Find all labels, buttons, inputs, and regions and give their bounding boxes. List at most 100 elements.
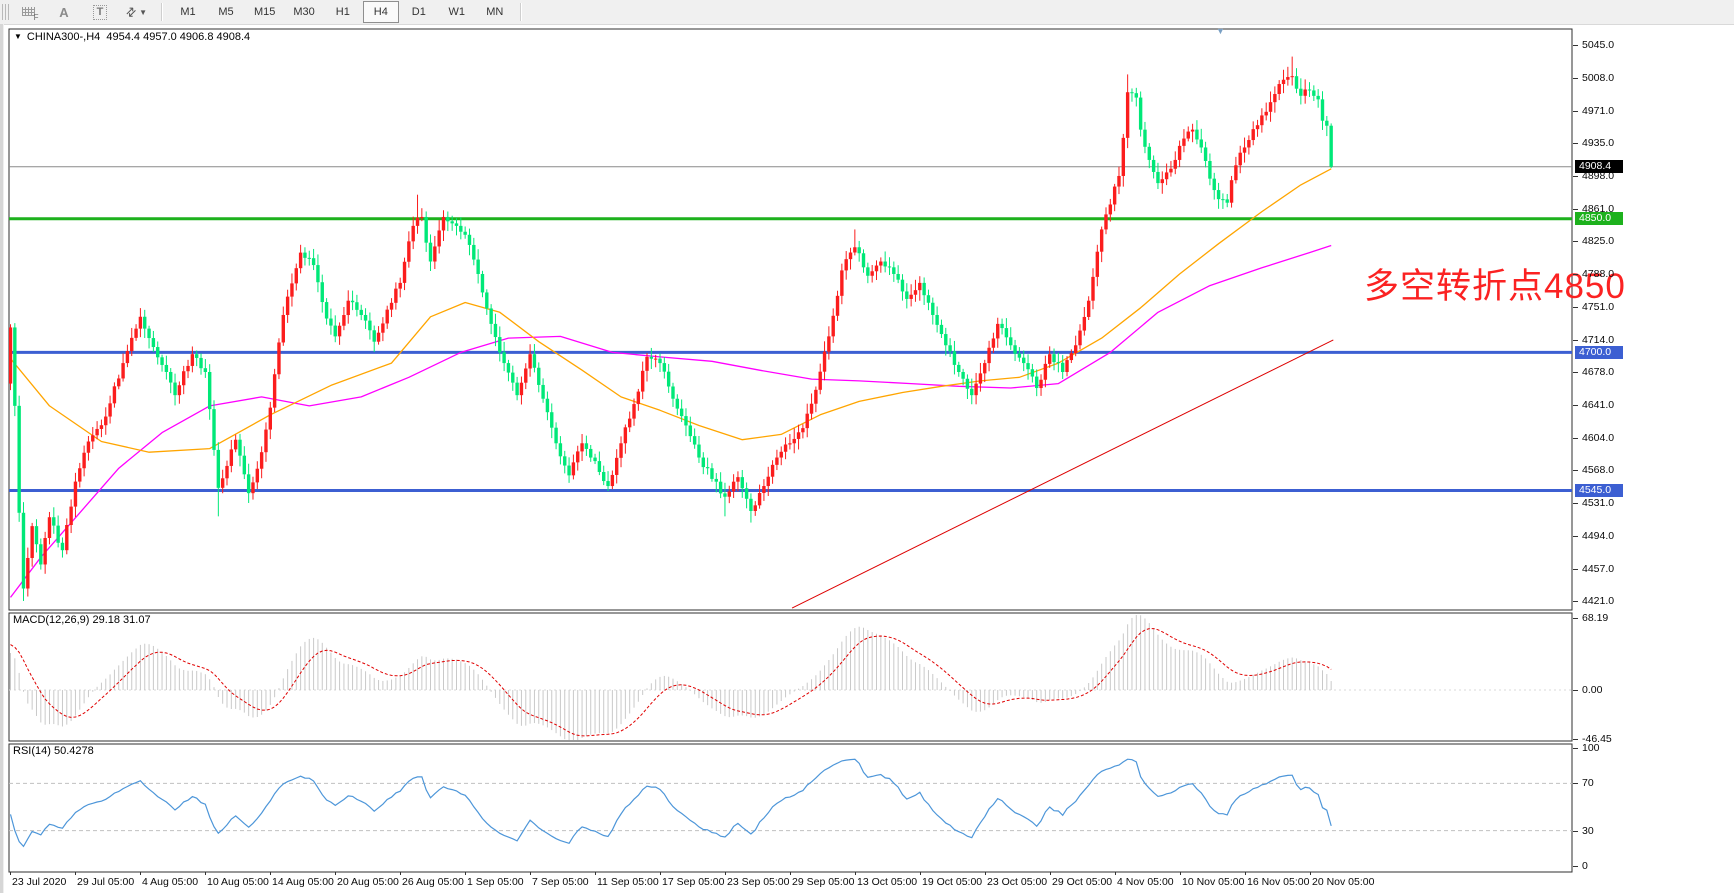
price-tick-label: 5008.0 <box>1582 72 1615 84</box>
symbol-dropdown-icon[interactable]: ▼ <box>14 32 22 41</box>
price-tick-label: 4751.0 <box>1582 301 1615 313</box>
price-tick-label: 4421.0 <box>1582 595 1615 607</box>
price-tick-mark <box>1573 241 1578 242</box>
time-tick-mark <box>1180 872 1181 875</box>
level-price-badge: 4545.0 <box>1575 484 1623 497</box>
price-tick-mark <box>1573 78 1578 79</box>
price-tick-label: 4604.0 <box>1582 432 1615 444</box>
time-tick-label: 23 Sep 05:00 <box>727 876 790 888</box>
time-tick-mark <box>140 872 141 875</box>
time-tick-mark <box>1050 872 1051 875</box>
macd-tick-mark <box>1573 618 1578 619</box>
time-tick-mark <box>270 872 271 875</box>
macd-tick-mark <box>1573 739 1578 740</box>
time-tick-mark <box>530 872 531 875</box>
time-tick-mark <box>725 872 726 875</box>
time-tick-mark <box>1115 872 1116 875</box>
time-tick-label: 23 Oct 05:00 <box>987 876 1048 888</box>
time-tick-mark <box>595 872 596 875</box>
chart-symbol-period: CHINA300-,H4 <box>26 31 101 43</box>
timeframe-button-m30[interactable]: M30 <box>293 6 315 18</box>
price-tick-mark <box>1573 143 1578 144</box>
timeframe-button-m5[interactable]: M5 <box>218 6 234 18</box>
time-tick-label: 26 Aug 05:00 <box>402 876 464 888</box>
time-tick-label: 14 Aug 05:00 <box>272 876 334 888</box>
price-tick-mark <box>1573 569 1578 570</box>
price-tick-mark <box>1573 111 1578 112</box>
toolbar-drag-handle[interactable] <box>2 4 10 20</box>
timeframe-button-m15[interactable]: M15 <box>253 6 276 18</box>
grid-f-icon: F <box>21 6 39 22</box>
time-tick-mark <box>855 872 856 875</box>
rsi-tick-label: 70 <box>1582 777 1594 789</box>
time-tick-label: 10 Aug 05:00 <box>207 876 269 888</box>
price-tick-mark <box>1573 45 1578 46</box>
time-tick-mark <box>400 872 401 875</box>
time-tick-mark <box>1310 872 1311 875</box>
price-tick-label: 4678.0 <box>1582 366 1615 378</box>
time-tick-label: 29 Sep 05:00 <box>792 876 855 888</box>
time-tick-label: 10 Nov 05:00 <box>1182 876 1245 888</box>
rsi-label: RSI(14) 50.4278 <box>13 745 94 757</box>
rsi-tick-mark <box>1573 831 1578 832</box>
price-tick-label: 4641.0 <box>1582 399 1615 411</box>
price-tick-label: 4494.0 <box>1582 530 1615 542</box>
price-tick-mark <box>1573 405 1578 406</box>
price-tick-mark <box>1573 209 1578 210</box>
price-tick-label: 5045.0 <box>1582 39 1615 51</box>
timeframe-button-m1[interactable]: M1 <box>180 6 196 18</box>
rsi-tick-mark <box>1573 866 1578 867</box>
time-tick-mark <box>205 872 206 875</box>
price-tick-mark <box>1573 307 1578 308</box>
timeframe-button-d1[interactable]: D1 <box>411 6 426 18</box>
price-tick-label: 4971.0 <box>1582 105 1615 117</box>
chart-text-annotation: 多空转折点4850 <box>1364 267 1626 306</box>
timeframe-button-w1[interactable]: W1 <box>448 6 466 18</box>
time-tick-mark <box>985 872 986 875</box>
time-tick-label: 13 Oct 05:00 <box>857 876 918 888</box>
objects-arrows-button[interactable]: ⇄ ▼ <box>119 1 154 23</box>
time-tick-label: 4 Aug 05:00 <box>142 876 199 888</box>
price-tick-label: 4898.0 <box>1582 170 1615 182</box>
time-tick-label: 20 Aug 05:00 <box>337 876 399 888</box>
toolbar-separator-2 <box>519 3 522 21</box>
window-left-edge <box>0 24 4 893</box>
time-tick-mark <box>660 872 661 875</box>
time-tick-label: 29 Oct 05:00 <box>1052 876 1113 888</box>
rsi-tick-label: 0 <box>1582 860 1588 872</box>
text-annotation-button[interactable]: A <box>47 1 81 23</box>
chart-ohlc-values: 4954.4 4957.0 4906.8 4908.4 <box>106 31 251 43</box>
level-price-badge: 4850.0 <box>1575 212 1623 225</box>
time-tick-mark <box>920 872 921 875</box>
time-tick-label: 7 Sep 05:00 <box>532 876 589 888</box>
toolbar-separator <box>160 3 163 21</box>
time-tick-label: 11 Sep 05:00 <box>597 876 659 888</box>
current-price-badge: 4908.4 <box>1575 160 1623 173</box>
rsi-tick-mark <box>1573 783 1578 784</box>
time-tick-mark <box>465 872 466 875</box>
rsi-tick-label: 30 <box>1582 825 1594 837</box>
price-tick-label: 4825.0 <box>1582 235 1615 247</box>
time-tick-mark <box>75 872 76 875</box>
time-tick-mark <box>335 872 336 875</box>
letter-a-icon: A <box>59 4 69 20</box>
time-tick-label: 16 Nov 05:00 <box>1247 876 1310 888</box>
timeframe-button-mn[interactable]: MN <box>486 6 504 18</box>
macd-tick-mark <box>1573 690 1578 691</box>
timeframe-button-h4[interactable]: H4 <box>362 1 399 23</box>
price-tick-label: 4935.0 <box>1582 137 1615 149</box>
price-tick-mark <box>1573 470 1578 471</box>
time-tick-label: 20 Nov 05:00 <box>1312 876 1375 888</box>
indicator-grid-button[interactable]: F <box>11 1 45 23</box>
timeframe-button-h1[interactable]: H1 <box>335 6 350 18</box>
macd-tick-label: 0.00 <box>1582 684 1603 696</box>
time-tick-mark <box>10 872 11 875</box>
price-tick-mark <box>1573 274 1578 275</box>
text-label-button[interactable]: T <box>83 1 117 23</box>
chart-shift-marker-icon[interactable]: ▼ <box>1216 26 1225 36</box>
time-tick-label: 1 Sep 05:00 <box>467 876 524 888</box>
price-tick-label: 4568.0 <box>1582 464 1615 476</box>
macd-label: MACD(12,26,9) 29.18 31.07 <box>13 614 151 626</box>
macd-tick-label: -46.45 <box>1582 733 1612 745</box>
